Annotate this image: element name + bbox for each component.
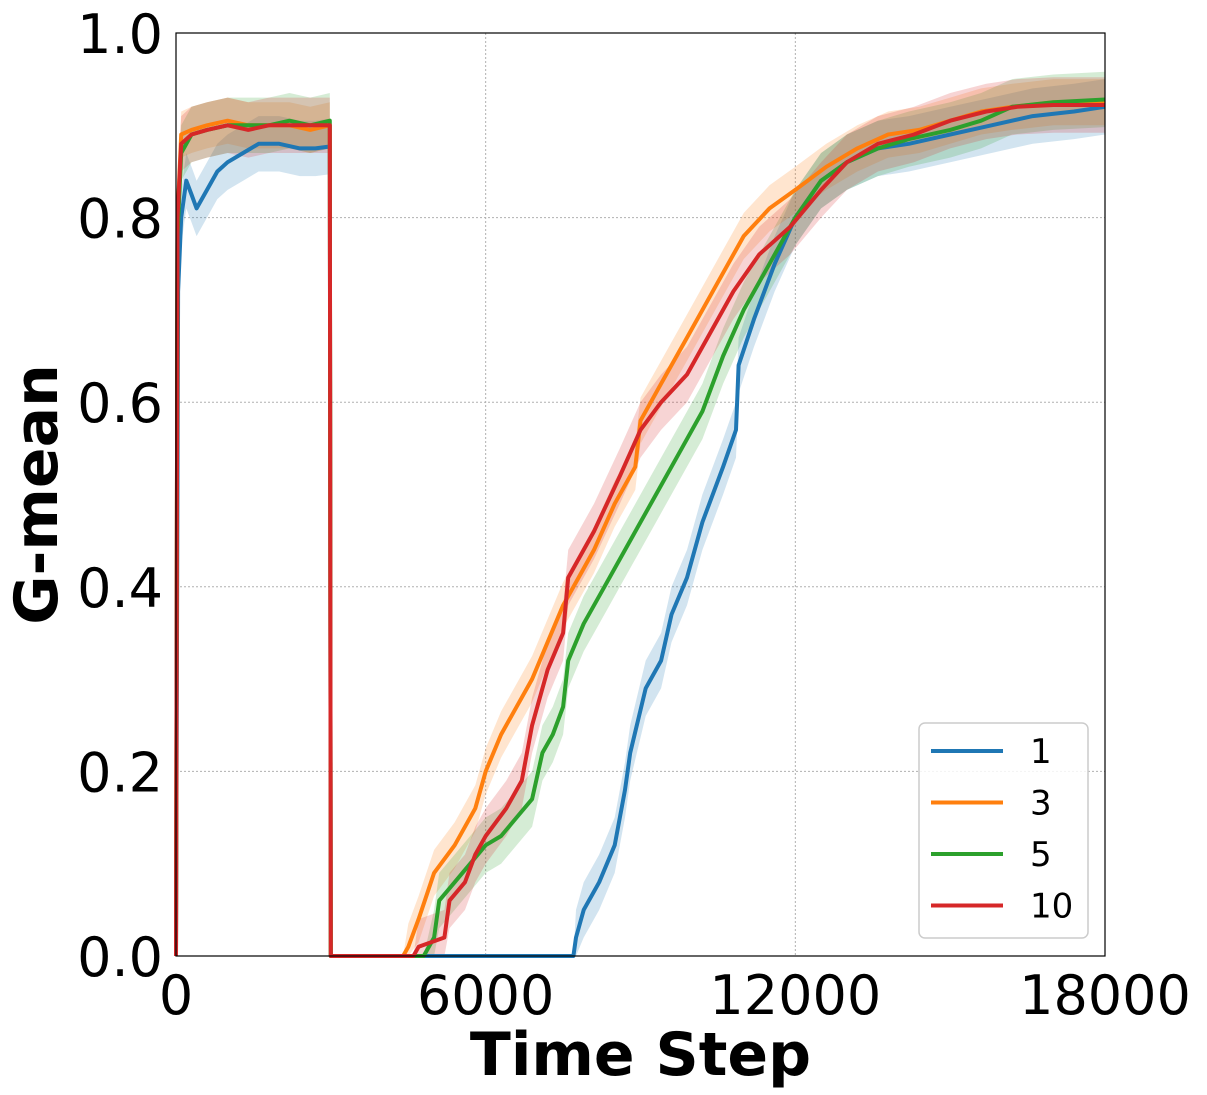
legend: 1 3 5 10 (918, 722, 1089, 939)
tick-labels: 0 6000 12000 18000 0.0 0.2 0.4 0.6 0.8 1.0 (77, 3, 1191, 1027)
legend-label-10: 10 (1030, 887, 1073, 927)
y-tick-label: 0.2 (77, 741, 163, 804)
x-tick-label: 0 (159, 964, 193, 1027)
y-tick-label: 0.4 (77, 557, 163, 620)
series-line-10 (174, 103, 1105, 958)
series-band-1 (176, 79, 1105, 957)
y-tick-label: 0.0 (77, 926, 163, 989)
series-lines (174, 97, 1106, 958)
y-tick-label: 0.6 (77, 372, 163, 435)
legend-label-1: 1 (1030, 732, 1052, 772)
x-tick-label: 6000 (417, 964, 554, 1027)
x-tick-label: 18000 (1019, 964, 1191, 1027)
plot-frame (175, 32, 1106, 957)
y-tick-label: 0.8 (77, 188, 163, 251)
legend-label-5: 5 (1030, 835, 1052, 875)
confidence-bands (176, 71, 1105, 957)
y-axis-title: G-mean (2, 364, 72, 625)
legend-box (918, 722, 1089, 939)
legend-label-3: 3 (1030, 784, 1052, 824)
x-tick-label: 12000 (709, 964, 881, 1027)
y-tick-label: 1.0 (77, 3, 163, 66)
series-band-5 (176, 71, 1105, 957)
x-axis-title: Time Step (470, 1020, 811, 1090)
